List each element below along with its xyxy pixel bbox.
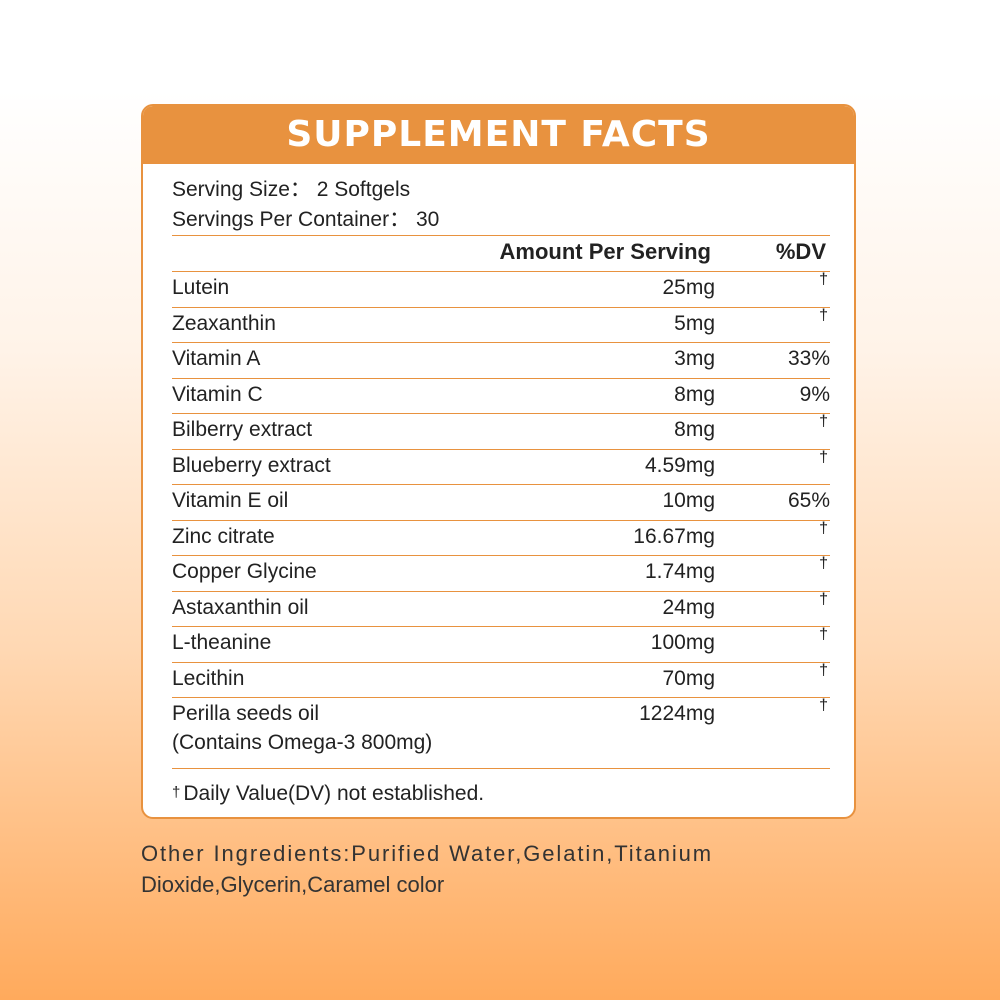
nutrient-amount: 10mg [662,489,715,512]
nutrient-amount: 16.67mg [633,524,715,548]
table-row: Vitamin A 3mg 33% [172,342,830,377]
dagger-symbol: † [819,271,828,288]
row-divider [172,448,830,450]
footnote: † Daily Value(DV) not established. [172,782,484,806]
nutrient-amount: 3mg [674,347,715,370]
nutrient-name: Perilla seeds oil [172,702,320,725]
nutrient-name: Vitamin A [172,347,261,370]
nutrient-amount: 4.59mg [644,453,715,477]
row-divider [172,590,830,592]
nutrient-amount: 8mg [674,418,715,441]
row-divider [172,484,830,485]
nutrient-name: Vitamin C [172,382,263,406]
row-divider [172,661,830,663]
other-ingredients-line-1: Other Ingredients:Purified Water,Gelatin… [141,841,714,866]
row-divider [172,377,830,379]
dagger-symbol: † [819,555,828,572]
servings-per-container: Servings Per Container： 30 [172,208,440,231]
nutrient-amount: 70mg [662,666,715,690]
nutrient-dv: 33% [787,347,830,370]
table-row: L-theanine 100mg † [172,626,830,661]
divider [172,768,830,769]
row-divider [172,626,830,627]
table-row: Perilla seeds oil (Contains Omega-3 800mg… [172,697,830,754]
dv-column-header: %DV [775,239,826,264]
footnote-text: Daily Value(DV) not established. [183,782,485,805]
amount-column-header: Amount Per Serving [499,239,711,264]
nutrient-amount: 5mg [674,311,715,335]
nutrient-amount: 1224mg [639,702,715,725]
dagger-symbol: † [819,519,828,537]
table-row: Vitamin E oil 10mg 65% [172,484,830,519]
table-row: Bilberry extract 8mg † [172,413,830,448]
nutrient-amount: 100mg [650,631,715,654]
nutrient-dv: 9% [799,382,830,406]
nutrient-amount: 25mg [662,276,715,299]
nutrient-name: Bilberry extract [172,418,313,441]
nutrient-amount: 24mg [662,595,715,619]
row-divider [172,271,830,272]
table-row: Blueberry extract 4.59mg † [172,449,830,484]
row-divider [172,555,830,556]
nutrient-name: Vitamin E oil [172,489,289,512]
nutrient-name-note: (Contains Omega-3 800mg) [172,731,433,754]
table-row: Lecithin 70mg † [172,662,830,697]
dagger-symbol: † [819,661,828,679]
table-row: Lutein 25mg † [172,271,830,306]
nutrient-name: Lecithin [172,666,245,690]
nutrient-name: Blueberry extract [172,453,331,477]
serving-size: Serving Size： 2 Softgels [172,178,411,201]
row-divider [172,519,830,521]
table-row: Zinc citrate 16.67mg † [172,520,830,555]
nutrient-amount: 1.74mg [644,560,715,583]
nutrient-name: Astaxanthin oil [172,595,309,619]
table-row: Astaxanthin oil 24mg † [172,591,830,626]
panel-header: SUPPLEMENT FACTS [143,106,854,164]
row-divider [172,697,830,698]
dagger-symbol: † [819,590,828,608]
table-row: Zeaxanthin 5mg † [172,307,830,342]
nutrient-name: L-theanine [172,631,272,654]
table-row: Vitamin C 8mg 9% [172,378,830,413]
supplement-facts-panel: SUPPLEMENT FACTS Serving Size： 2 Softgel… [141,104,856,819]
nutrient-amount: 8mg [674,382,715,406]
nutrient-name: Lutein [172,276,230,299]
row-divider [172,306,830,308]
dagger-symbol: † [819,448,828,466]
nutrient-name: Zeaxanthin [172,311,276,335]
panel-title: SUPPLEMENT FACTS [286,114,711,155]
nutrient-name: Zinc citrate [172,524,275,548]
nutrient-name: Copper Glycine [172,560,317,583]
row-divider [172,413,830,414]
divider [172,235,830,236]
other-ingredients-line-2: Dioxide,Glycerin,Caramel color [141,872,445,897]
dagger-symbol: † [819,697,828,714]
row-divider [172,342,830,343]
dagger-symbol: † [819,626,828,643]
dagger-symbol: † [819,413,828,430]
nutrient-dv: 65% [787,489,830,512]
table-row: Copper Glycine 1.74mg † [172,555,830,590]
dagger-symbol: † [172,784,181,801]
other-ingredients: Other Ingredients:Purified Water,Gelatin… [141,838,821,900]
dagger-symbol: † [819,306,828,324]
